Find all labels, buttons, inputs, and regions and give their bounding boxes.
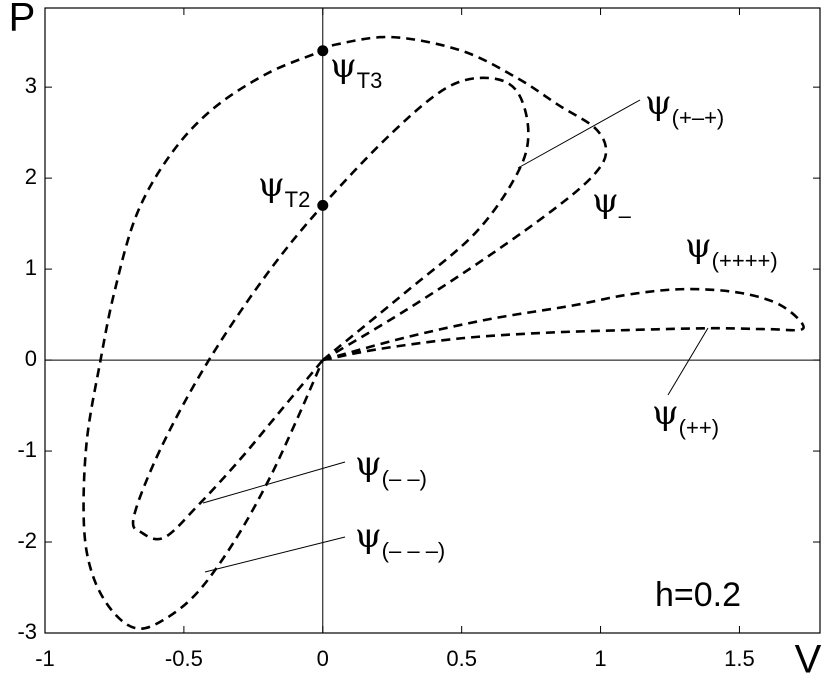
leader-line <box>667 327 709 396</box>
annotation-subscript: T2 <box>285 187 311 212</box>
annotation: ψ(++++) <box>685 226 778 273</box>
annotation-symbol: ψ <box>258 165 285 205</box>
curve <box>131 76 530 541</box>
x-tick-label: 0 <box>317 646 329 671</box>
leader-line <box>517 99 641 169</box>
annotation-subscript: (++) <box>679 415 719 440</box>
y-tick-label: 1 <box>25 255 37 280</box>
annotation-symbol: ψ <box>685 226 712 266</box>
annotation: ψ(++) <box>652 393 719 440</box>
annotation-subscript: (– –) <box>382 466 427 491</box>
x-tick-label: -0.5 <box>165 646 203 671</box>
annotation-symbol: ψ <box>592 181 619 221</box>
annotation: ψ(+–+) <box>645 83 724 130</box>
x-tick-label: 1.5 <box>724 646 755 671</box>
annotation-symbol: ψ <box>355 444 382 484</box>
y-tick-label: -3 <box>17 619 37 644</box>
y-axis-label: P <box>9 0 36 40</box>
annotation-symbol: ψ <box>355 516 382 556</box>
annotation: h=0.2 <box>655 576 741 614</box>
point <box>317 199 329 211</box>
annotation-symbol: ψ <box>330 46 357 86</box>
y-tick-label: -2 <box>17 528 37 553</box>
x-tick-label: 0.5 <box>446 646 477 671</box>
y-tick-label: 2 <box>25 164 37 189</box>
leader-line <box>202 461 346 504</box>
x-tick-label: 1 <box>594 646 606 671</box>
annotation-subscript: (– – –) <box>382 538 446 563</box>
point <box>317 45 329 57</box>
plot-frame <box>44 7 821 634</box>
x-axis-label: V <box>795 638 822 682</box>
annotation-subscript: (+–+) <box>672 105 725 130</box>
annotation-subscript: T3 <box>357 68 383 93</box>
annotation: ψ(– – –) <box>355 516 445 563</box>
annotation: ψ– <box>592 181 632 228</box>
curve <box>82 35 608 631</box>
annotation-subscript: – <box>619 203 632 228</box>
y-tick-label: 3 <box>25 73 37 98</box>
annotation: ψ(– –) <box>355 444 427 491</box>
y-tick-label: 0 <box>25 346 37 371</box>
leader-line <box>204 536 346 573</box>
annotation: ψT2 <box>258 165 310 212</box>
annotation: ψT3 <box>330 46 382 93</box>
x-tick-label: -1 <box>35 646 55 671</box>
annotation-symbol: ψ <box>652 393 679 433</box>
annotation-symbol: ψ <box>645 83 672 123</box>
y-tick-label: -1 <box>17 437 37 462</box>
annotation-subscript: (++++) <box>712 248 778 273</box>
